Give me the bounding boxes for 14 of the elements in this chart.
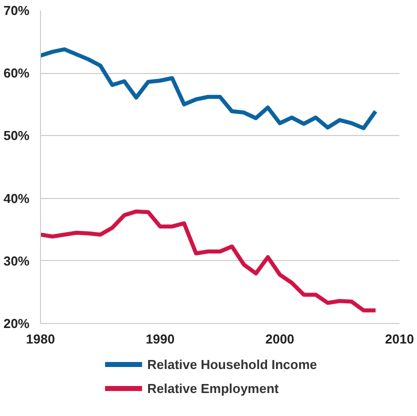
line-series [40, 209, 378, 312]
x-tick-label: 2000 [265, 332, 294, 346]
x-tick-label: 1990 [146, 332, 175, 346]
legend-label: Relative Employment [147, 381, 280, 396]
y-tick-label: 40% [3, 190, 30, 206]
y-tick-label: 30% [3, 253, 30, 268]
line-series [40, 47, 378, 130]
y-tick-label: 20% [3, 316, 30, 331]
x-tick-label: 2010 [385, 332, 414, 346]
x-tick-label: 1980 [26, 332, 55, 346]
legend-label: Relative Household Income [147, 357, 318, 372]
y-tick-label: 60% [3, 66, 30, 81]
y-tick-label: 70% [3, 3, 30, 18]
y-tick-label: 50% [3, 128, 30, 144]
